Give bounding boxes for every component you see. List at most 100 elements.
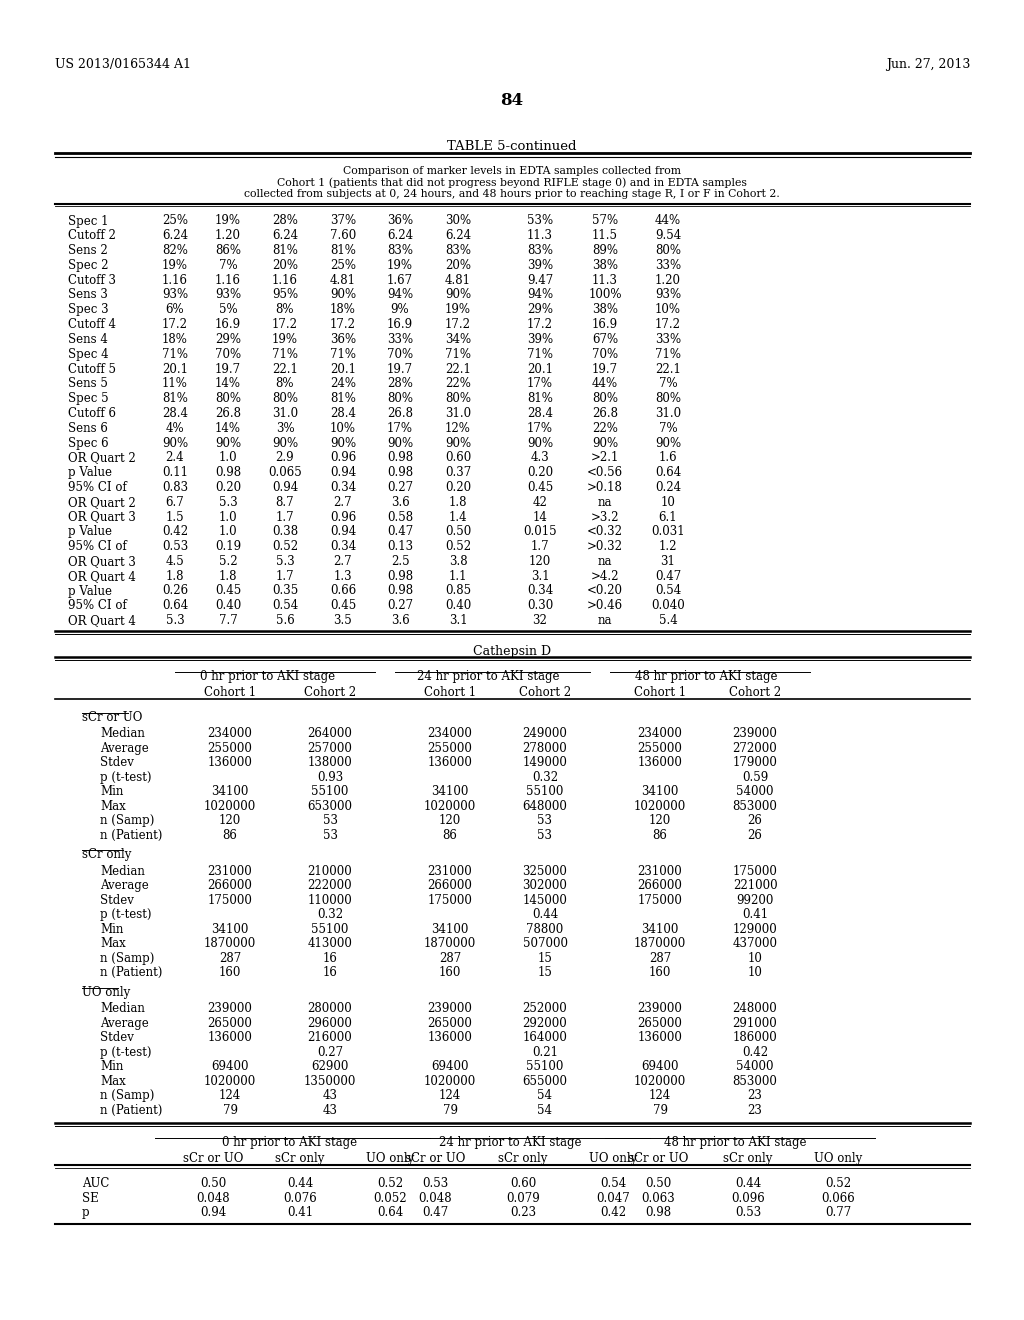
Text: 16.9: 16.9 bbox=[592, 318, 618, 331]
Text: 239000: 239000 bbox=[638, 1002, 682, 1015]
Text: 34100: 34100 bbox=[641, 923, 679, 936]
Text: Spec 3: Spec 3 bbox=[68, 304, 109, 317]
Text: 136000: 136000 bbox=[208, 1031, 253, 1044]
Text: 34%: 34% bbox=[445, 333, 471, 346]
Text: <0.56: <0.56 bbox=[587, 466, 623, 479]
Text: 29%: 29% bbox=[527, 304, 553, 317]
Text: 272000: 272000 bbox=[732, 742, 777, 755]
Text: 22%: 22% bbox=[445, 378, 471, 391]
Text: 1.0: 1.0 bbox=[219, 451, 238, 465]
Text: 53: 53 bbox=[323, 814, 338, 828]
Text: 0.063: 0.063 bbox=[641, 1192, 675, 1205]
Text: 44%: 44% bbox=[592, 378, 618, 391]
Text: 6%: 6% bbox=[166, 304, 184, 317]
Text: Average: Average bbox=[100, 1016, 148, 1030]
Text: 17.2: 17.2 bbox=[527, 318, 553, 331]
Text: 0.47: 0.47 bbox=[655, 570, 681, 582]
Text: Stdev: Stdev bbox=[100, 1031, 134, 1044]
Text: 0.52: 0.52 bbox=[825, 1177, 851, 1191]
Text: 6.24: 6.24 bbox=[387, 230, 413, 243]
Text: Sens 3: Sens 3 bbox=[68, 289, 108, 301]
Text: n (Samp): n (Samp) bbox=[100, 814, 155, 828]
Text: Spec 1: Spec 1 bbox=[68, 214, 109, 227]
Text: 0.45: 0.45 bbox=[527, 480, 553, 494]
Text: 33%: 33% bbox=[655, 333, 681, 346]
Text: sCr or UO: sCr or UO bbox=[628, 1152, 688, 1166]
Text: 160: 160 bbox=[219, 966, 242, 979]
Text: 19.7: 19.7 bbox=[215, 363, 241, 375]
Text: >4.2: >4.2 bbox=[591, 570, 620, 582]
Text: 81%: 81% bbox=[162, 392, 188, 405]
Text: 2.5: 2.5 bbox=[391, 554, 410, 568]
Text: 12%: 12% bbox=[445, 421, 471, 434]
Text: 231000: 231000 bbox=[208, 865, 252, 878]
Text: 7.7: 7.7 bbox=[219, 614, 238, 627]
Text: 15: 15 bbox=[538, 966, 552, 979]
Text: 7%: 7% bbox=[219, 259, 238, 272]
Text: 6.24: 6.24 bbox=[162, 230, 188, 243]
Text: 0.32: 0.32 bbox=[531, 771, 558, 784]
Text: 0.41: 0.41 bbox=[287, 1206, 313, 1220]
Text: 1.8: 1.8 bbox=[219, 570, 238, 582]
Text: 1870000: 1870000 bbox=[424, 937, 476, 950]
Text: 136000: 136000 bbox=[638, 756, 682, 770]
Text: 17%: 17% bbox=[527, 421, 553, 434]
Text: Max: Max bbox=[100, 1074, 126, 1088]
Text: 1.8: 1.8 bbox=[166, 570, 184, 582]
Text: 81%: 81% bbox=[330, 244, 356, 257]
Text: Min: Min bbox=[100, 1060, 123, 1073]
Text: 38%: 38% bbox=[592, 259, 618, 272]
Text: p Value: p Value bbox=[68, 585, 112, 598]
Text: 81%: 81% bbox=[527, 392, 553, 405]
Text: 0.11: 0.11 bbox=[162, 466, 188, 479]
Text: 234000: 234000 bbox=[428, 727, 472, 741]
Text: 54000: 54000 bbox=[736, 785, 774, 799]
Text: 0.41: 0.41 bbox=[742, 908, 768, 921]
Text: 44%: 44% bbox=[655, 214, 681, 227]
Text: 6.1: 6.1 bbox=[658, 511, 677, 524]
Text: UO only: UO only bbox=[82, 986, 130, 999]
Text: 1.0: 1.0 bbox=[219, 525, 238, 539]
Text: 0.13: 0.13 bbox=[387, 540, 413, 553]
Text: 71%: 71% bbox=[272, 347, 298, 360]
Text: 26: 26 bbox=[748, 814, 763, 828]
Text: 0.45: 0.45 bbox=[330, 599, 356, 612]
Text: 0.47: 0.47 bbox=[422, 1206, 449, 1220]
Text: 0.54: 0.54 bbox=[655, 585, 681, 598]
Text: 437000: 437000 bbox=[732, 937, 777, 950]
Text: 120: 120 bbox=[219, 814, 241, 828]
Text: 95%: 95% bbox=[272, 289, 298, 301]
Text: 90%: 90% bbox=[655, 437, 681, 450]
Text: 69400: 69400 bbox=[431, 1060, 469, 1073]
Text: 94%: 94% bbox=[387, 289, 413, 301]
Text: 0.64: 0.64 bbox=[655, 466, 681, 479]
Text: 14%: 14% bbox=[215, 378, 241, 391]
Text: <0.32: <0.32 bbox=[587, 525, 623, 539]
Text: 16: 16 bbox=[323, 966, 338, 979]
Text: 42: 42 bbox=[532, 496, 548, 508]
Text: sCr or UO: sCr or UO bbox=[404, 1152, 465, 1166]
Text: Min: Min bbox=[100, 785, 123, 799]
Text: 179000: 179000 bbox=[732, 756, 777, 770]
Text: 36%: 36% bbox=[387, 214, 413, 227]
Text: 145000: 145000 bbox=[522, 894, 567, 907]
Text: 0.94: 0.94 bbox=[330, 466, 356, 479]
Text: 124: 124 bbox=[219, 1089, 241, 1102]
Text: 4.81: 4.81 bbox=[445, 273, 471, 286]
Text: 80%: 80% bbox=[445, 392, 471, 405]
Text: 1020000: 1020000 bbox=[204, 800, 256, 813]
Text: 90%: 90% bbox=[445, 437, 471, 450]
Text: 86: 86 bbox=[222, 829, 238, 842]
Text: 0.35: 0.35 bbox=[272, 585, 298, 598]
Text: 138000: 138000 bbox=[307, 756, 352, 770]
Text: Cohort 2: Cohort 2 bbox=[304, 686, 356, 698]
Text: 78800: 78800 bbox=[526, 923, 563, 936]
Text: >0.18: >0.18 bbox=[587, 480, 623, 494]
Text: 5.3: 5.3 bbox=[275, 554, 294, 568]
Text: 0.98: 0.98 bbox=[387, 585, 413, 598]
Text: 265000: 265000 bbox=[638, 1016, 682, 1030]
Text: 124: 124 bbox=[649, 1089, 671, 1102]
Text: 67%: 67% bbox=[592, 333, 618, 346]
Text: 25%: 25% bbox=[330, 259, 356, 272]
Text: 0.065: 0.065 bbox=[268, 466, 302, 479]
